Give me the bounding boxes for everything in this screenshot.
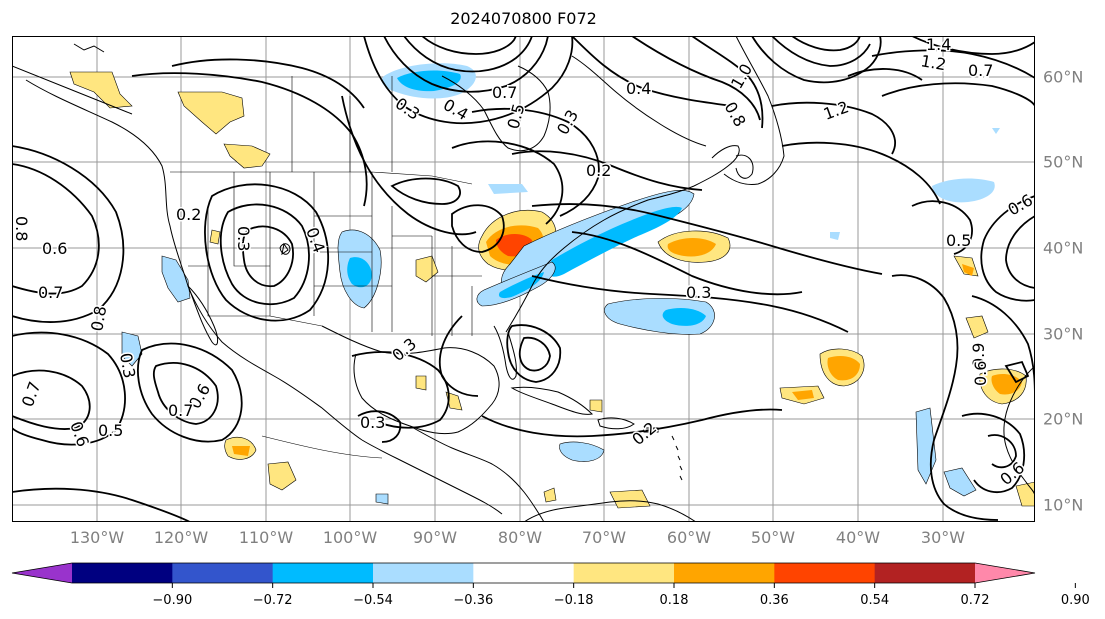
- colorbar-swatch: [473, 563, 575, 583]
- colorbar-swatch: [373, 563, 474, 583]
- thin-contours: [279, 242, 291, 256]
- contour-label: 0.3: [686, 283, 711, 302]
- contour-label: 0.7: [492, 83, 517, 102]
- contour-label: 0.5: [946, 231, 971, 250]
- contour-label: 0.3: [234, 226, 253, 251]
- lat-label: 50°N: [1043, 152, 1084, 172]
- contour-label: 0.8: [12, 216, 31, 241]
- colorbar-tick-label: 0.54: [860, 593, 889, 608]
- contour-label: 1.4: [926, 36, 951, 54]
- lon-label: 100°W: [322, 528, 378, 547]
- filled-anomalies: [69, 63, 1035, 509]
- colorbar-tick-label: −0.90: [152, 593, 192, 608]
- lon-label: 130°W: [69, 528, 125, 547]
- colorbar-ticks: −0.90 −0.72 −0.54 −0.36 −0.18 0.18 0.36 0.54 0.7…: [152, 583, 1090, 608]
- colorbar-swatch: [573, 563, 675, 583]
- colorbar-swatch: [72, 563, 173, 583]
- contour-label: 0.3: [360, 413, 385, 432]
- lat-label: 20°N: [1043, 409, 1084, 429]
- contour-label: 0.5: [98, 421, 123, 440]
- contour-label: 0.4: [626, 79, 651, 98]
- colorbar-swatch: [975, 563, 1035, 583]
- lat-label: 40°N: [1043, 238, 1084, 258]
- contour-label: 0.6: [971, 361, 990, 386]
- lon-label: 120°W: [153, 528, 209, 547]
- contour-label: 0.6: [42, 239, 67, 258]
- colorbar-swatch: [12, 563, 72, 583]
- lon-label: 90°W: [412, 528, 458, 547]
- map-panel: 0.3 0.4 0.5 0.7 0.3 0.4 0.2 0.8 1.0 1.2 …: [12, 36, 1035, 528]
- colorbar-tick-label: −0.36: [453, 593, 493, 608]
- colorbar-tick-label: 0.90: [1061, 593, 1090, 608]
- contour-label: 0.7: [168, 401, 193, 420]
- map-title: 2024070800 F072: [450, 9, 597, 28]
- coastlines: [12, 36, 1035, 522]
- map-canvas: 0.3 0.4 0.5 0.7 0.3 0.4 0.2 0.8 1.0 1.2 …: [12, 36, 1035, 528]
- contour-label: 0.7: [968, 61, 993, 80]
- colorbar-swatch: [172, 563, 274, 583]
- colorbar-tick-label: −0.54: [353, 593, 393, 608]
- lon-label: 110°W: [238, 528, 294, 547]
- contour-label: 0.2: [176, 205, 201, 224]
- colorbar-swatch: [272, 563, 374, 583]
- lon-label: 80°W: [497, 528, 543, 547]
- colorbar: −0.90 −0.72 −0.54 −0.36 −0.18 0.18 0.36 0.54 0.7…: [0, 555, 1105, 615]
- political-boundaries: [170, 76, 482, 459]
- lon-label: 40°W: [835, 528, 881, 547]
- lon-label: 50°W: [750, 528, 796, 547]
- colorbar-swatch: [874, 563, 976, 583]
- contour-label: 0.9: [969, 343, 988, 368]
- colorbar-svg: −0.90 −0.72 −0.54 −0.36 −0.18 0.18 0.36 0.54 0.7…: [11, 562, 1090, 608]
- lon-label: 70°W: [581, 528, 627, 547]
- colorbar-tick-label: −0.18: [554, 593, 594, 608]
- colorbar-tick-label: 0.72: [961, 593, 990, 608]
- colorbar-swatch: [674, 563, 775, 583]
- colorbar-tick-label: 0.18: [660, 593, 689, 608]
- colorbar-outline: [11, 562, 1036, 584]
- colorbar-tick-label: 0.36: [760, 593, 789, 608]
- lat-label: 10°N: [1043, 495, 1084, 515]
- colorbar-swatch: [774, 563, 876, 583]
- lat-label: 60°N: [1043, 67, 1084, 87]
- lon-label: 60°W: [666, 528, 712, 547]
- lon-label: 30°W: [920, 528, 966, 547]
- contour-lines: [12, 36, 1035, 522]
- lat-label: 30°N: [1043, 324, 1084, 344]
- contour-label: 0.2: [586, 161, 611, 180]
- colorbar-swatches: [11, 562, 1036, 584]
- colorbar-tick-label: −0.72: [253, 593, 293, 608]
- contour-label: 0.7: [38, 283, 63, 302]
